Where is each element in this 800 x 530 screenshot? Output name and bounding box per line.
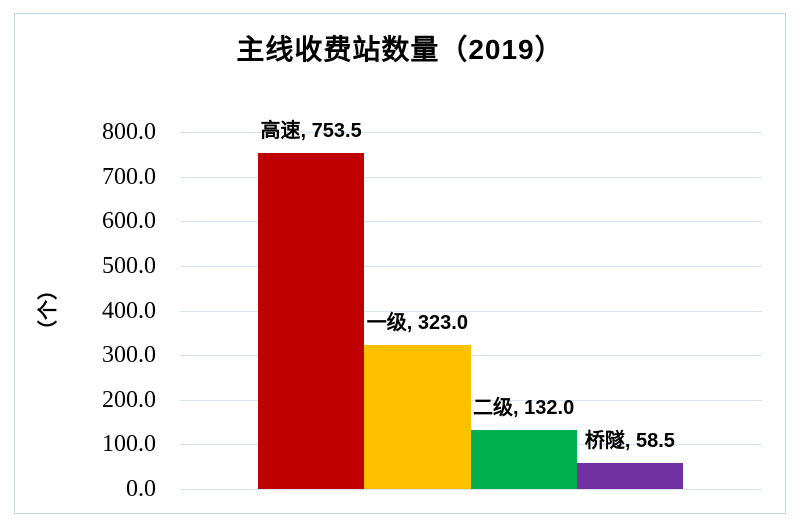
bar-二级 (470, 430, 577, 489)
gridline (180, 176, 762, 178)
y-axis-tick-label: 600.0 (102, 208, 156, 235)
bar-高速 (258, 152, 365, 489)
gridline (180, 265, 762, 267)
y-axis-tick-label: 300.0 (102, 342, 156, 369)
bar-一级 (364, 344, 471, 489)
y-axis-tick-label: 800.0 (102, 119, 156, 145)
y-axis-tick-label: 500.0 (102, 252, 156, 279)
y-axis-tick-label: 200.0 (102, 386, 156, 413)
gridline (180, 132, 762, 133)
gridline (180, 221, 762, 223)
gridline (180, 355, 762, 357)
bar-桥隧 (576, 462, 683, 489)
data-label-一级: 一级, 323.0 (366, 311, 468, 334)
y-axis-tick-label: 700.0 (102, 163, 156, 190)
plot-area: 高速, 753.5 一级, 323.0 二级, 132.0 桥隧, 58.5 (180, 120, 762, 490)
y-axis-title: （个） (37, 280, 60, 340)
gridline (180, 310, 762, 312)
y-axis-tick-label: 400.0 (102, 297, 156, 324)
y-axis-tick-label: 0.0 (126, 476, 156, 502)
data-label-高速: 高速, 753.5 (260, 119, 362, 142)
data-label-二级: 二级, 132.0 (473, 397, 575, 420)
chart-title: 主线收费站数量（2019） (236, 34, 564, 65)
gridline (180, 489, 762, 490)
y-axis-tick-label: 100.0 (102, 431, 156, 458)
gridline (180, 399, 762, 401)
data-label-桥隧: 桥隧, 58.5 (584, 429, 675, 452)
